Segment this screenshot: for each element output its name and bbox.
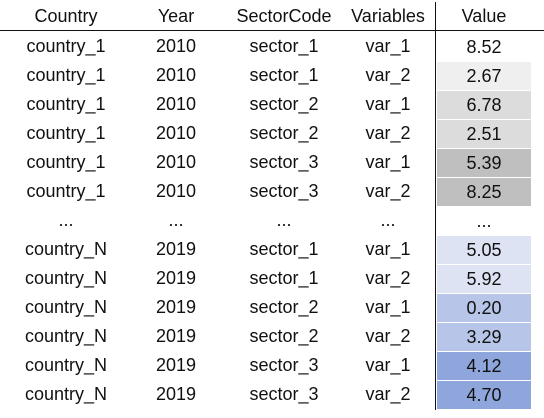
- cell-value: 6.78: [437, 91, 531, 119]
- cell-variable: var_2: [365, 181, 411, 201]
- cell-sector-code: sector_3: [249, 181, 319, 201]
- cell-variable: var_2: [365, 384, 411, 404]
- header-divider: [0, 30, 544, 31]
- table-row: country_N 2019 sector_2 var_2 3.29: [0, 322, 544, 351]
- cell-sector-code: ...: [276, 210, 292, 230]
- cell-sector-code: sector_1: [249, 268, 319, 288]
- table-row: country_N 2019 sector_3 var_2 4.70: [0, 380, 544, 409]
- cell-value: ...: [437, 207, 531, 235]
- cell-sector-code: sector_2: [249, 326, 319, 346]
- cell-sector-code: sector_3: [249, 355, 319, 375]
- cell-variable: var_2: [365, 123, 411, 143]
- cell-variable: var_1: [365, 355, 411, 375]
- header-country: Country: [34, 6, 98, 26]
- cell-country: country_N: [24, 384, 108, 404]
- cell-year: 2010: [155, 94, 197, 114]
- cell-value: 8.52: [437, 33, 531, 61]
- cell-sector-code: sector_1: [249, 239, 319, 259]
- cell-value: 5.92: [437, 265, 531, 293]
- header-year: Year: [157, 6, 195, 26]
- cell-country: country_N: [24, 355, 108, 375]
- cell-country: country_1: [26, 152, 106, 172]
- cell-value: 5.39: [437, 149, 531, 177]
- cell-country: ...: [58, 210, 74, 230]
- cell-country: country_1: [26, 123, 106, 143]
- table-row: ...............: [0, 206, 544, 235]
- cell-year: 2019: [155, 239, 197, 259]
- cell-value: 3.29: [437, 323, 531, 351]
- cell-value: 2.67: [437, 62, 531, 90]
- cell-value: 2.51: [437, 120, 531, 148]
- cell-variable: var_1: [365, 152, 411, 172]
- cell-sector-code: sector_2: [249, 94, 319, 114]
- table-row: country_N 2019 sector_2 var_1 0.20: [0, 293, 544, 322]
- header-sector-code: SectorCode: [236, 6, 332, 26]
- table-header-row: Country Year SectorCode Variables Value: [0, 2, 544, 31]
- table-row: country_1 2010 sector_1 var_2 2.67: [0, 61, 544, 90]
- cell-year: 2010: [155, 181, 197, 201]
- cell-variable: var_1: [365, 239, 411, 259]
- cell-value: 0.20: [437, 294, 531, 322]
- table-row: country_1 2010 sector_2 var_2 2.51: [0, 119, 544, 148]
- cell-country: country_N: [24, 326, 108, 346]
- cell-sector-code: sector_3: [249, 152, 319, 172]
- cell-sector-code: sector_1: [249, 36, 319, 56]
- cell-value: 4.12: [437, 352, 531, 380]
- table-row: country_1 2010 sector_3 var_1 5.39: [0, 148, 544, 177]
- cell-year: ...: [168, 210, 184, 230]
- cell-variable: ...: [380, 210, 396, 230]
- cell-sector-code: sector_3: [249, 384, 319, 404]
- value-column-divider: [435, 2, 436, 410]
- cell-variable: var_1: [365, 94, 411, 114]
- cell-variable: var_1: [365, 36, 411, 56]
- cell-variable: var_2: [365, 268, 411, 288]
- cell-year: 2019: [155, 268, 197, 288]
- table-row: country_N 2019 sector_1 var_1 5.05: [0, 235, 544, 264]
- cell-year: 2019: [155, 384, 197, 404]
- cell-sector-code: sector_2: [249, 123, 319, 143]
- cell-value: 4.70: [437, 381, 531, 409]
- header-variables: Variables: [351, 6, 425, 26]
- cell-year: 2019: [155, 297, 197, 317]
- cell-country: country_1: [26, 94, 106, 114]
- cell-country: country_N: [24, 297, 108, 317]
- cell-value: 5.05: [437, 236, 531, 264]
- cell-value: 8.25: [437, 178, 531, 206]
- header-value: Value: [461, 6, 507, 26]
- table-row: country_N 2019 sector_3 var_1 4.12: [0, 351, 544, 380]
- cell-year: 2010: [155, 123, 197, 143]
- table-row: country_N 2019 sector_1 var_2 5.92: [0, 264, 544, 293]
- cell-year: 2010: [155, 36, 197, 56]
- cell-country: country_1: [26, 65, 106, 85]
- cell-variable: var_2: [365, 65, 411, 85]
- cell-country: country_N: [24, 239, 108, 259]
- table-row: country_1 2010 sector_3 var_2 8.25: [0, 177, 544, 206]
- cell-country: country_N: [24, 268, 108, 288]
- cell-country: country_1: [26, 36, 106, 56]
- cell-year: 2010: [155, 152, 197, 172]
- cell-year: 2019: [155, 326, 197, 346]
- cell-sector-code: sector_2: [249, 297, 319, 317]
- cell-sector-code: sector_1: [249, 65, 319, 85]
- table-row: country_1 2010 sector_2 var_1 6.78: [0, 90, 544, 119]
- cell-country: country_1: [26, 181, 106, 201]
- cell-year: 2019: [155, 355, 197, 375]
- cell-variable: var_2: [365, 326, 411, 346]
- table-row: country_1 2010 sector_1 var_1 8.52: [0, 32, 544, 61]
- cell-year: 2010: [155, 65, 197, 85]
- cell-variable: var_1: [365, 297, 411, 317]
